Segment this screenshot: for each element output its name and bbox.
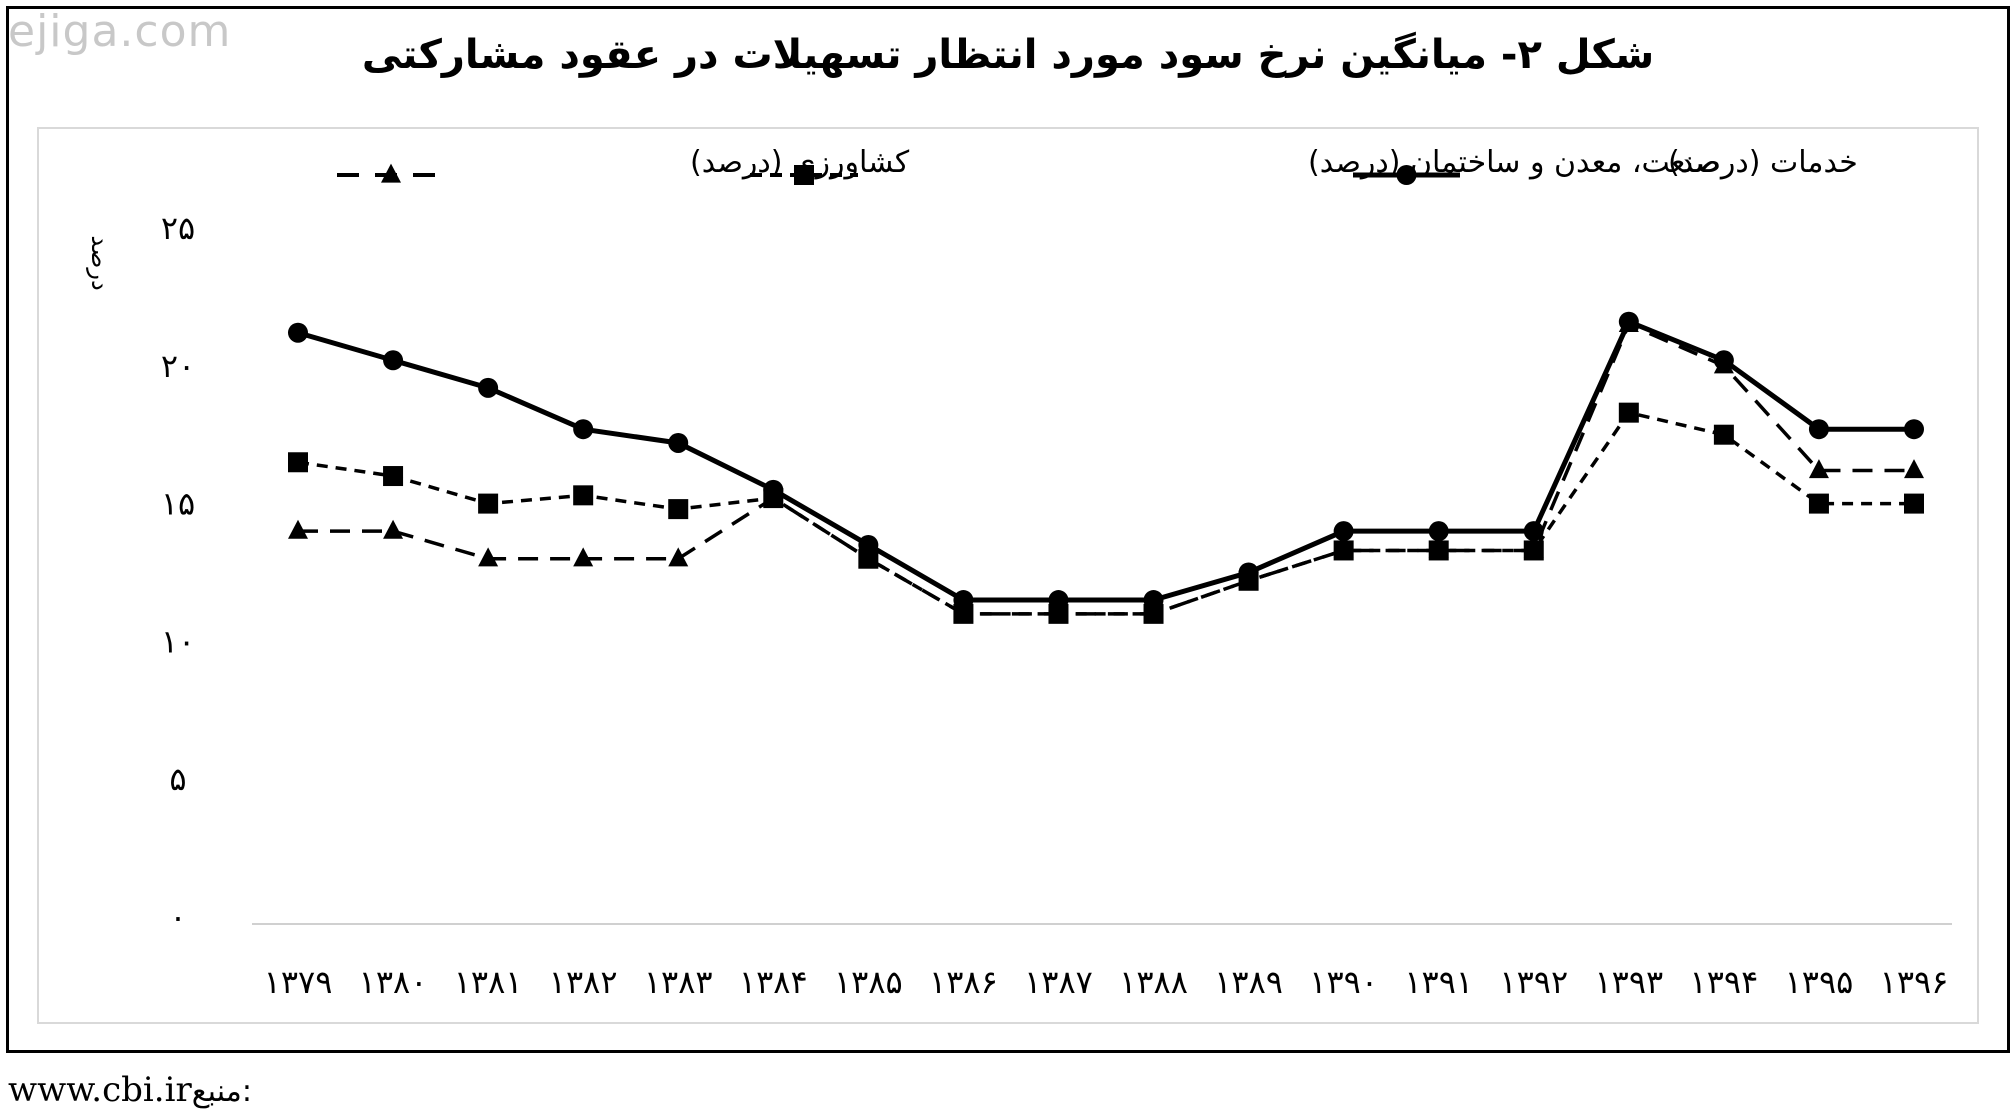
data-point-triangle — [573, 547, 594, 567]
data-point-square — [1618, 402, 1639, 423]
x-tick-label: ۱۳۹۰ — [1309, 963, 1378, 1001]
data-point-triangle — [478, 547, 499, 567]
data-point-square — [1713, 424, 1734, 445]
data-point-triangle — [1808, 459, 1829, 479]
chart-title: شکل ۲- میانگین نرخ سود مورد انتظار تسهیل… — [361, 32, 1655, 78]
data-point-circle — [1713, 350, 1734, 371]
series-circle — [288, 311, 1924, 611]
legend-item: کشاورزی (درصد) — [337, 145, 910, 183]
data-point-circle — [953, 590, 974, 611]
data-point-circle — [1618, 311, 1639, 332]
data-point-circle — [1048, 590, 1069, 611]
series-layer — [288, 311, 1924, 624]
plot-area-border — [37, 127, 1979, 1024]
legend-label: صنعت، معدن و ساختمان (درصد) — [1308, 145, 1720, 180]
source-url[interactable]: www.cbi.ir — [8, 1070, 192, 1110]
data-point-circle — [573, 419, 594, 440]
data-point-square — [1048, 603, 1069, 624]
x-tick-label: ۱۳۸۰ — [359, 963, 428, 1001]
data-point-square — [1333, 540, 1354, 561]
data-point-square — [1523, 540, 1544, 561]
data-point-triangle — [668, 547, 689, 567]
x-tick-label: ۱۳۸۷ — [1024, 963, 1093, 1001]
y-tick-label: ۱۵ — [161, 485, 195, 523]
data-point-triangle — [381, 163, 401, 183]
series-triangle — [288, 313, 1924, 622]
line-chart: درصد ۰ ۵ ۱۰ ۱۵ ۲۰ ۲۵ ۱۳۷۹ ۱۳۸۰ ۱۳۸۱ ۱۳۸۲ ۱۳۸۳ ۱۳۸۴… — [37, 127, 1979, 1024]
data-point-circle — [478, 377, 499, 398]
legend: خدمات (درصد)صنعت، معدن و ساختمان (درصد) ک… — [337, 145, 1858, 185]
source-label: منبع: — [191, 1074, 252, 1109]
data-point-circle — [1238, 562, 1259, 583]
y-tick-labels: ۰ ۵ ۱۰ ۱۵ ۲۰ ۲۵ — [161, 209, 195, 936]
data-point-square — [794, 165, 814, 185]
y-axis-label: درصد — [86, 235, 114, 290]
data-point-square — [1808, 493, 1829, 514]
data-point-square — [1904, 493, 1924, 514]
x-tick-label: ۱۳۸۶ — [929, 963, 998, 1001]
x-tick-label: ۱۳۹۶ — [1880, 963, 1949, 1001]
y-tick-label: ۰ — [169, 898, 186, 936]
x-tick-label: ۱۳۹۲ — [1499, 963, 1568, 1001]
data-point-circle — [383, 350, 404, 371]
data-point-circle — [858, 534, 879, 555]
data-point-square — [573, 485, 594, 506]
x-tick-label: ۱۳۸۲ — [549, 963, 618, 1001]
data-point-square — [478, 493, 499, 514]
data-point-triangle — [1904, 459, 1924, 479]
data-point-circle — [1808, 419, 1829, 440]
y-tick-label: ۲۰ — [161, 347, 195, 385]
series-line — [297, 410, 1914, 616]
x-tick-label: ۱۳۸۵ — [834, 963, 903, 1001]
x-tick-labels: ۱۳۷۹ ۱۳۸۰ ۱۳۸۱ ۱۳۸۲ ۱۳۸۳ ۱۳۸۴ ۱۳۸۵ ۱۳۸۶ ۱۳۸۷ ۱۳۸۸… — [264, 963, 1949, 1001]
data-point-circle — [1143, 590, 1164, 611]
x-tick-label: ۱۳۹۵ — [1785, 963, 1854, 1001]
x-tick-label: ۱۳۸۴ — [739, 963, 808, 1001]
data-point-square — [858, 548, 879, 569]
data-point-circle — [1904, 419, 1924, 440]
data-point-square — [383, 466, 404, 487]
x-tick-label: ۱۳۹۴ — [1690, 963, 1759, 1001]
y-tick-label: ۱۰ — [161, 622, 195, 660]
x-tick-label: ۱۳۸۱ — [454, 963, 523, 1001]
data-point-circle — [288, 322, 308, 343]
x-tick-label: ۱۳۸۳ — [644, 963, 713, 1001]
legend-item: صنعت، معدن و ساختمان (درصد) — [750, 145, 1720, 185]
data-point-square — [953, 603, 974, 624]
y-tick-label: ۲۵ — [161, 209, 195, 247]
x-tick-label: ۱۳۸۸ — [1119, 963, 1188, 1001]
data-point-square — [1143, 603, 1164, 624]
legend-label: خدمات (درصد) — [1668, 145, 1858, 180]
legend-item: خدمات (درصد) — [1353, 145, 1858, 185]
data-point-circle — [763, 479, 784, 500]
data-point-circle — [1333, 521, 1354, 542]
data-point-circle — [1523, 521, 1544, 542]
data-point-circle — [1396, 165, 1417, 185]
data-point-circle — [668, 432, 689, 453]
data-point-triangle — [288, 519, 308, 539]
series-line — [298, 322, 1914, 616]
x-tick-label: ۱۳۹۳ — [1594, 963, 1663, 1001]
data-point-square — [288, 452, 308, 473]
data-point-square — [1428, 540, 1449, 561]
source-note: www.cbi.irمنبع: — [8, 1070, 252, 1110]
watermark: ejiga.com — [8, 6, 232, 57]
data-point-triangle — [383, 519, 404, 539]
y-tick-label: ۵ — [169, 760, 186, 798]
x-tick-label: ۱۳۷۹ — [264, 963, 333, 1001]
legend-label: کشاورزی (درصد) — [690, 145, 910, 180]
data-point-square — [668, 499, 689, 520]
series-line — [297, 318, 1914, 603]
x-tick-label: ۱۳۹۱ — [1404, 963, 1473, 1001]
x-tick-label: ۱۳۸۹ — [1214, 963, 1283, 1001]
series-square — [288, 402, 1924, 624]
data-point-circle — [1428, 521, 1449, 542]
